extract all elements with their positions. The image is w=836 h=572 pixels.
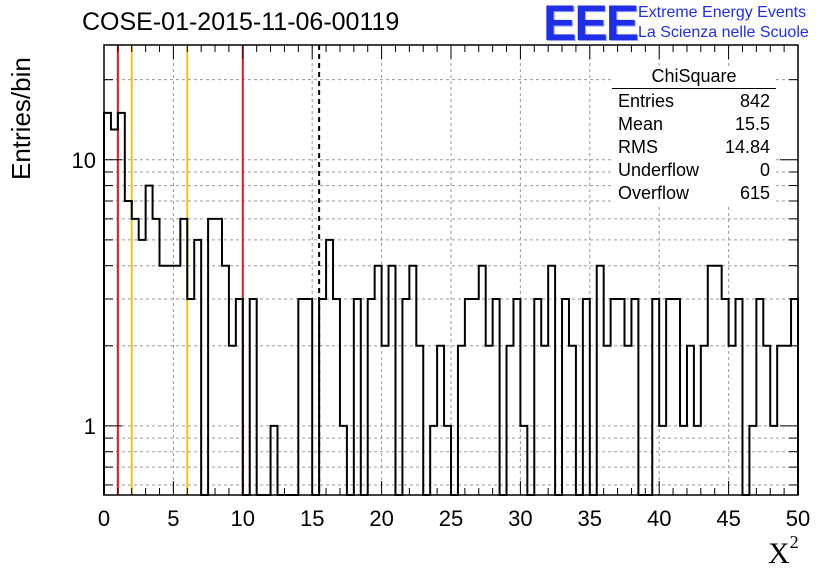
logo-line-1: Extreme Energy Events — [638, 4, 807, 21]
chart-title: COSE-01-2015-11-06-00119 — [82, 8, 400, 36]
y-axis-label: Entries/bin — [6, 57, 36, 180]
stats-value: 842 — [739, 91, 770, 111]
x-tick-label: 30 — [508, 506, 532, 531]
stats-label: Underflow — [618, 160, 700, 180]
stats-row-rms: RMS 14.84 — [612, 136, 776, 159]
stats-value: 15.5 — [734, 114, 770, 134]
stats-value: 0 — [759, 160, 770, 180]
eee-logo-mark: EEE — [543, 0, 639, 51]
stats-row-overflow: Overflow 615 — [612, 182, 776, 205]
x-tick-label: 45 — [716, 506, 740, 531]
stats-row-entries: Entries 842 — [612, 90, 776, 113]
y-tick-label: 10 — [72, 148, 96, 173]
logo-line-2: La Scienza nelle Scuole — [638, 24, 809, 41]
x-tick-label: 35 — [578, 506, 602, 531]
x-tick-label: 15 — [300, 506, 324, 531]
x-axis-label: X2 — [768, 532, 799, 571]
stats-row-underflow: Underflow 0 — [612, 159, 776, 182]
stats-value: 615 — [739, 183, 770, 203]
stats-label: Entries — [618, 91, 675, 111]
x-tick-label: 50 — [786, 506, 810, 531]
x-axis-label-superscript: 2 — [789, 532, 799, 552]
stats-value: 14.84 — [724, 137, 770, 157]
x-tick-label: 20 — [369, 506, 393, 531]
x-tick-label: 10 — [231, 506, 255, 531]
y-tick-label: 1 — [84, 414, 96, 439]
x-tick-label: 40 — [647, 506, 671, 531]
stats-row-mean: Mean 15.5 — [612, 113, 776, 136]
x-tick-label: 25 — [439, 506, 463, 531]
stats-title: ChiSquare — [612, 66, 776, 89]
stats-label: Overflow — [618, 183, 690, 203]
stats-label: RMS — [618, 137, 658, 157]
stats-box: ChiSquare Entries 842 Mean 15.5 RMS 14.8… — [612, 66, 776, 205]
x-tick-label: 0 — [98, 506, 110, 531]
x-tick-label: 5 — [167, 506, 179, 531]
stats-label: Mean — [618, 114, 664, 134]
x-axis-label-text: X — [768, 537, 790, 570]
